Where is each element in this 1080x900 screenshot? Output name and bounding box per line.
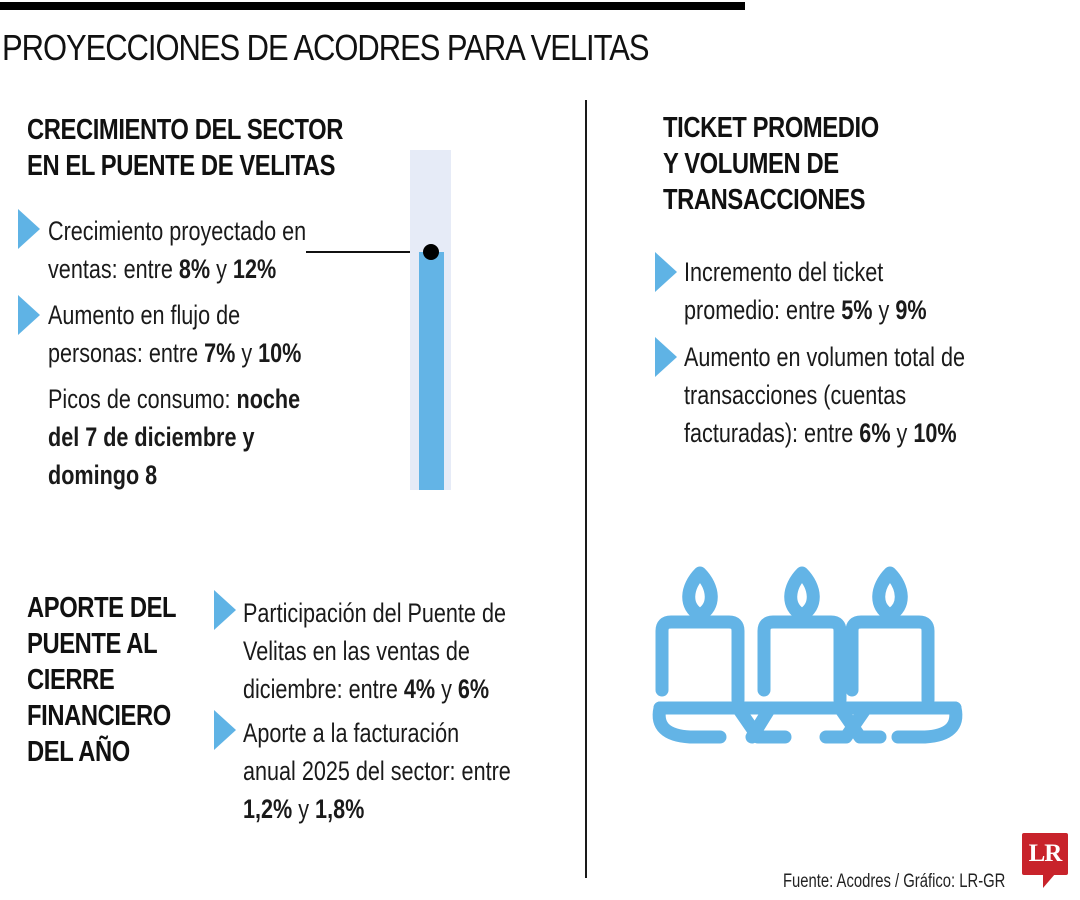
ticket-section-title: TICKET PROMEDIO Y VOLUMEN DE TRANSACCION… [663, 110, 879, 218]
bullet-arrow-icon [655, 337, 677, 377]
range-high-value: 6% [457, 674, 490, 704]
candle-icon [845, 566, 935, 707]
bullet-arrow-icon [18, 209, 40, 249]
growth-title-line: CRECIMIENTO DEL SECTOR [27, 114, 344, 146]
lr-logo-tail [1043, 874, 1055, 888]
page-title: PROYECCIONES DE ACODRES PARA VELITAS [2, 27, 649, 68]
item-range: promedio: entre 5% y 9% [684, 291, 927, 329]
range-low-value: 8% [178, 254, 211, 284]
range-separator: y [292, 794, 316, 824]
item-text: promedio: entre [684, 295, 842, 325]
item-text: Crecimiento proyectado en [48, 216, 307, 246]
item-text: Participación del Puente de [243, 598, 506, 628]
range-low-value: 5% [841, 295, 873, 325]
range-low-value: 7% [204, 338, 236, 368]
transaction-volume-item: Aumento en volumen total de transaccione… [684, 338, 965, 452]
range-separator: y [235, 338, 259, 368]
tray-icon [652, 701, 963, 744]
range-low-value: 4% [403, 674, 436, 704]
item-range: 1,2% y 1,8% [243, 790, 511, 828]
contribution-title-line: APORTE DEL [27, 592, 177, 624]
range-high-value: 9% [895, 295, 927, 325]
annual-billing-item: Aporte a la facturación anual 2025 del s… [243, 714, 511, 828]
item-text: diciembre: entre [243, 674, 404, 704]
ticket-title-line: Y VOLUMEN DE [663, 148, 839, 180]
item-text: Incremento del ticket [684, 257, 884, 287]
candle-icon [757, 566, 847, 707]
item-range: facturadas): entre 6% y 10% [684, 414, 965, 452]
item-text: Aporte a la facturación [243, 718, 460, 748]
contribution-section-title: APORTE DEL PUENTE AL CIERRE FINANCIERO D… [27, 590, 177, 770]
item-text: Velitas en las ventas de [243, 636, 470, 666]
item-text: Aumento en flujo de [48, 300, 241, 330]
range-separator: y [210, 254, 233, 284]
range-low-value: 6% [859, 418, 891, 448]
bullet-arrow-icon [18, 295, 40, 335]
range-separator: y [435, 674, 458, 704]
ticket-title-line: TICKET PROMEDIO [663, 112, 879, 144]
bullet-arrow-icon [214, 590, 236, 630]
item-range: diciembre: entre 4% y 6% [243, 670, 506, 708]
peak-highlight: noche [236, 384, 301, 414]
column-divider [585, 100, 587, 878]
item-range: ventas: entre 8% y 12% [48, 250, 306, 288]
growth-sales-item: Crecimiento proyectado en ventas: entre … [48, 212, 306, 288]
item-range: personas: entre 7% y 10% [48, 334, 301, 372]
gauge-marker-dot [423, 244, 439, 260]
item-text: transacciones (cuentas [684, 380, 907, 410]
contribution-title-line: DEL AÑO [27, 736, 130, 768]
candles-icon [652, 566, 963, 744]
growth-traffic-item: Aumento en flujo de personas: entre 7% y… [48, 296, 301, 372]
item-text: anual 2025 del sector: entre [243, 756, 511, 786]
peak-highlight: del 7 de diciembre y [48, 422, 255, 452]
contribution-title-line: PUENTE AL [27, 628, 158, 660]
bullet-arrow-icon [214, 710, 236, 750]
source-credit: Fuente: Acodres / Gráfico: LR-GR [783, 871, 1006, 892]
candle-icon [655, 566, 745, 707]
lr-logo: LR [1022, 833, 1068, 875]
item-text: Aumento en volumen total de [684, 342, 965, 372]
item-text: ventas: entre [48, 254, 179, 284]
top-rule [0, 2, 745, 10]
range-separator: y [890, 418, 914, 448]
range-high-value: 1,8% [315, 794, 365, 824]
growth-section-title: CRECIMIENTO DEL SECTOR EN EL PUENTE DE V… [27, 112, 343, 184]
growth-title-line: EN EL PUENTE DE VELITAS [27, 150, 336, 182]
contribution-title-line: CIERRE [27, 664, 115, 696]
contribution-title-line: FINANCIERO [27, 700, 171, 732]
range-high-value: 12% [232, 254, 277, 284]
gauge-leader-line [306, 251, 431, 253]
consumption-peaks-item: Picos de consumo: noche del 7 de diciemb… [48, 380, 300, 494]
range-high-value: 10% [258, 338, 302, 368]
item-text: Picos de consumo: [48, 384, 237, 414]
bullet-arrow-icon [655, 252, 677, 292]
gauge-fill [419, 252, 444, 490]
ticket-increase-item: Incremento del ticket promedio: entre 5%… [684, 253, 927, 329]
peak-highlight: domingo 8 [48, 460, 158, 490]
range-separator: y [872, 295, 896, 325]
item-text: personas: entre [48, 338, 205, 368]
item-text: facturadas): entre [684, 418, 860, 448]
range-high-value: 10% [913, 418, 957, 448]
december-share-item: Participación del Puente de Velitas en l… [243, 594, 506, 708]
range-low-value: 1,2% [243, 794, 293, 824]
ticket-title-line: TRANSACCIONES [663, 184, 866, 216]
